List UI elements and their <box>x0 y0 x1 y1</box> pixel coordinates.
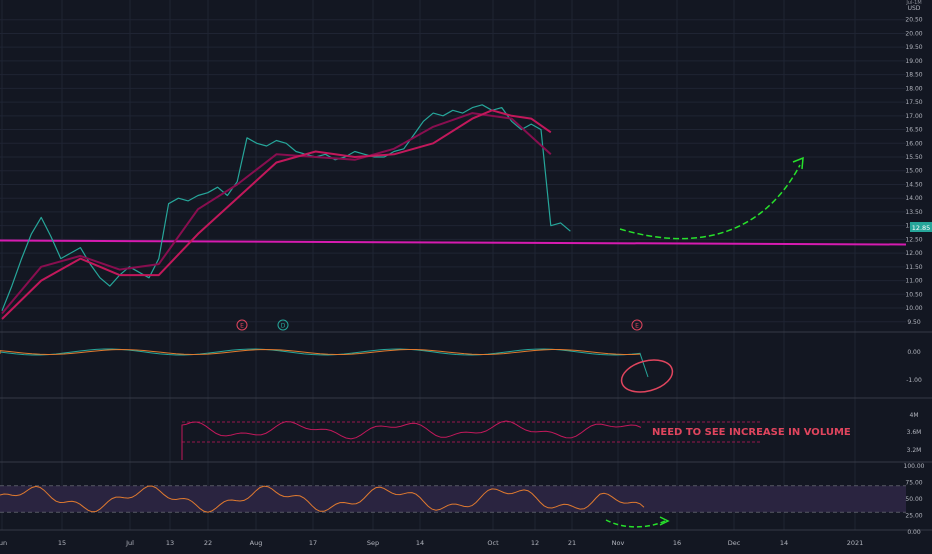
price-tick: 20.50 <box>905 17 922 24</box>
event-marker-label: D <box>281 323 286 330</box>
volume-panel[interactable]: 4M 3.6M 3.2M <box>181 412 922 460</box>
rsi-tick: 25.00 <box>905 513 922 520</box>
macd-highlight-ellipse <box>620 359 674 393</box>
price-tick: 18.00 <box>905 85 922 92</box>
price-series <box>1 104 571 320</box>
time-tick: 21 <box>568 539 576 547</box>
price-tick: 11.00 <box>905 278 922 285</box>
price-axis: 20.50 20.00 19.50 19.00 18.50 18.00 17.50 17.00… <box>905 17 922 326</box>
price-tick: 13.50 <box>905 209 922 216</box>
macd-panel[interactable]: 0.00 -1.00 <box>0 348 922 397</box>
green-arrow-head <box>792 156 804 170</box>
price-tick: 20.00 <box>905 30 922 37</box>
time-tick: Nov <box>612 539 625 547</box>
volume-line <box>181 420 642 460</box>
time-tick: 16 <box>673 539 681 547</box>
time-tick: 22 <box>204 539 212 547</box>
rsi-line <box>0 485 645 513</box>
event-marker-circle <box>631 319 643 331</box>
price-tick: 19.00 <box>905 58 922 65</box>
price-tick: 10.50 <box>905 291 922 298</box>
time-tick: Jun <box>0 539 7 547</box>
series-price <box>1 104 571 312</box>
event-marker-label: E <box>240 323 244 330</box>
time-tick: 15 <box>58 539 66 547</box>
time-tick: 2021 <box>847 539 864 547</box>
time-tick: Aug <box>250 539 263 547</box>
time-tick: Jul <box>125 539 134 547</box>
price-tick: 10.00 <box>905 305 922 312</box>
time-tick: Dec <box>728 539 741 547</box>
event-marker-label: E <box>635 323 639 330</box>
rsi-tick: 100.00 <box>904 463 925 470</box>
price-tick: 11.50 <box>905 264 922 271</box>
macd-line <box>0 348 649 378</box>
macd-tick: -1.00 <box>906 377 922 384</box>
volume-tick: 3.2M <box>907 447 922 454</box>
volume-tick: 4M <box>910 412 919 419</box>
event-marker-circle <box>236 319 248 331</box>
time-tick: Sep <box>367 539 379 547</box>
macd-tick: 0.00 <box>907 349 921 356</box>
rsi-tick: 75.00 <box>905 480 922 487</box>
price-tick: 15.50 <box>905 154 922 161</box>
price-tick: 9.50 <box>907 319 921 326</box>
price-tick: 18.50 <box>905 72 922 79</box>
price-tick: 19.50 <box>905 44 922 51</box>
time-tick: 13 <box>166 539 174 547</box>
support-line[interactable] <box>0 239 907 246</box>
rsi-green-arc <box>605 519 666 528</box>
volume-annotation: NEED TO SEE INCREASE IN VOLUME <box>652 427 851 438</box>
currency-prefix: Jul-1M <box>905 0 921 6</box>
annotations <box>619 156 804 240</box>
green-projection-arc <box>619 164 801 240</box>
time-tick: 17 <box>309 539 317 547</box>
time-tick: 14 <box>780 539 788 547</box>
time-tick: 14 <box>416 539 424 547</box>
rsi-arrow-head <box>659 516 670 526</box>
last-price-box <box>910 222 932 232</box>
price-tick: 17.50 <box>905 99 922 106</box>
volume-tick: 3.6M <box>907 429 922 436</box>
price-tick: 14.00 <box>905 195 922 202</box>
macd-signal-line <box>0 349 641 355</box>
price-tick: 14.50 <box>905 181 922 188</box>
event-marker-circle <box>277 319 289 331</box>
series-ma_slow <box>1 109 552 320</box>
price-tick: 16.50 <box>905 127 922 134</box>
currency-label: USD <box>908 5 921 12</box>
series-ma_fast <box>1 112 552 315</box>
time-tick: Oct <box>487 539 499 547</box>
price-tick: 12.50 <box>905 236 922 243</box>
price-tick: 12.00 <box>905 250 922 257</box>
price-tick: 17.00 <box>905 113 922 120</box>
rsi-tick: 50.00 <box>905 496 922 503</box>
time-axis: Jun 15 Jul 13 22 Aug 17 Sep 14 Oct 12 21 Nov 16 Dec 14 2… <box>0 539 863 547</box>
rsi-band <box>0 485 906 513</box>
price-tick: 16.00 <box>905 140 922 147</box>
last-price-label: 12.85 <box>912 224 931 232</box>
time-tick: 12 <box>531 539 539 547</box>
grid <box>0 0 932 531</box>
price-tick: 15.00 <box>905 168 922 175</box>
last-price-tag: 12.85 <box>910 222 932 232</box>
rsi-panel[interactable]: 100.00 75.00 50.00 25.00 0.00 <box>0 463 925 536</box>
rsi-tick: 0.00 <box>907 529 921 536</box>
